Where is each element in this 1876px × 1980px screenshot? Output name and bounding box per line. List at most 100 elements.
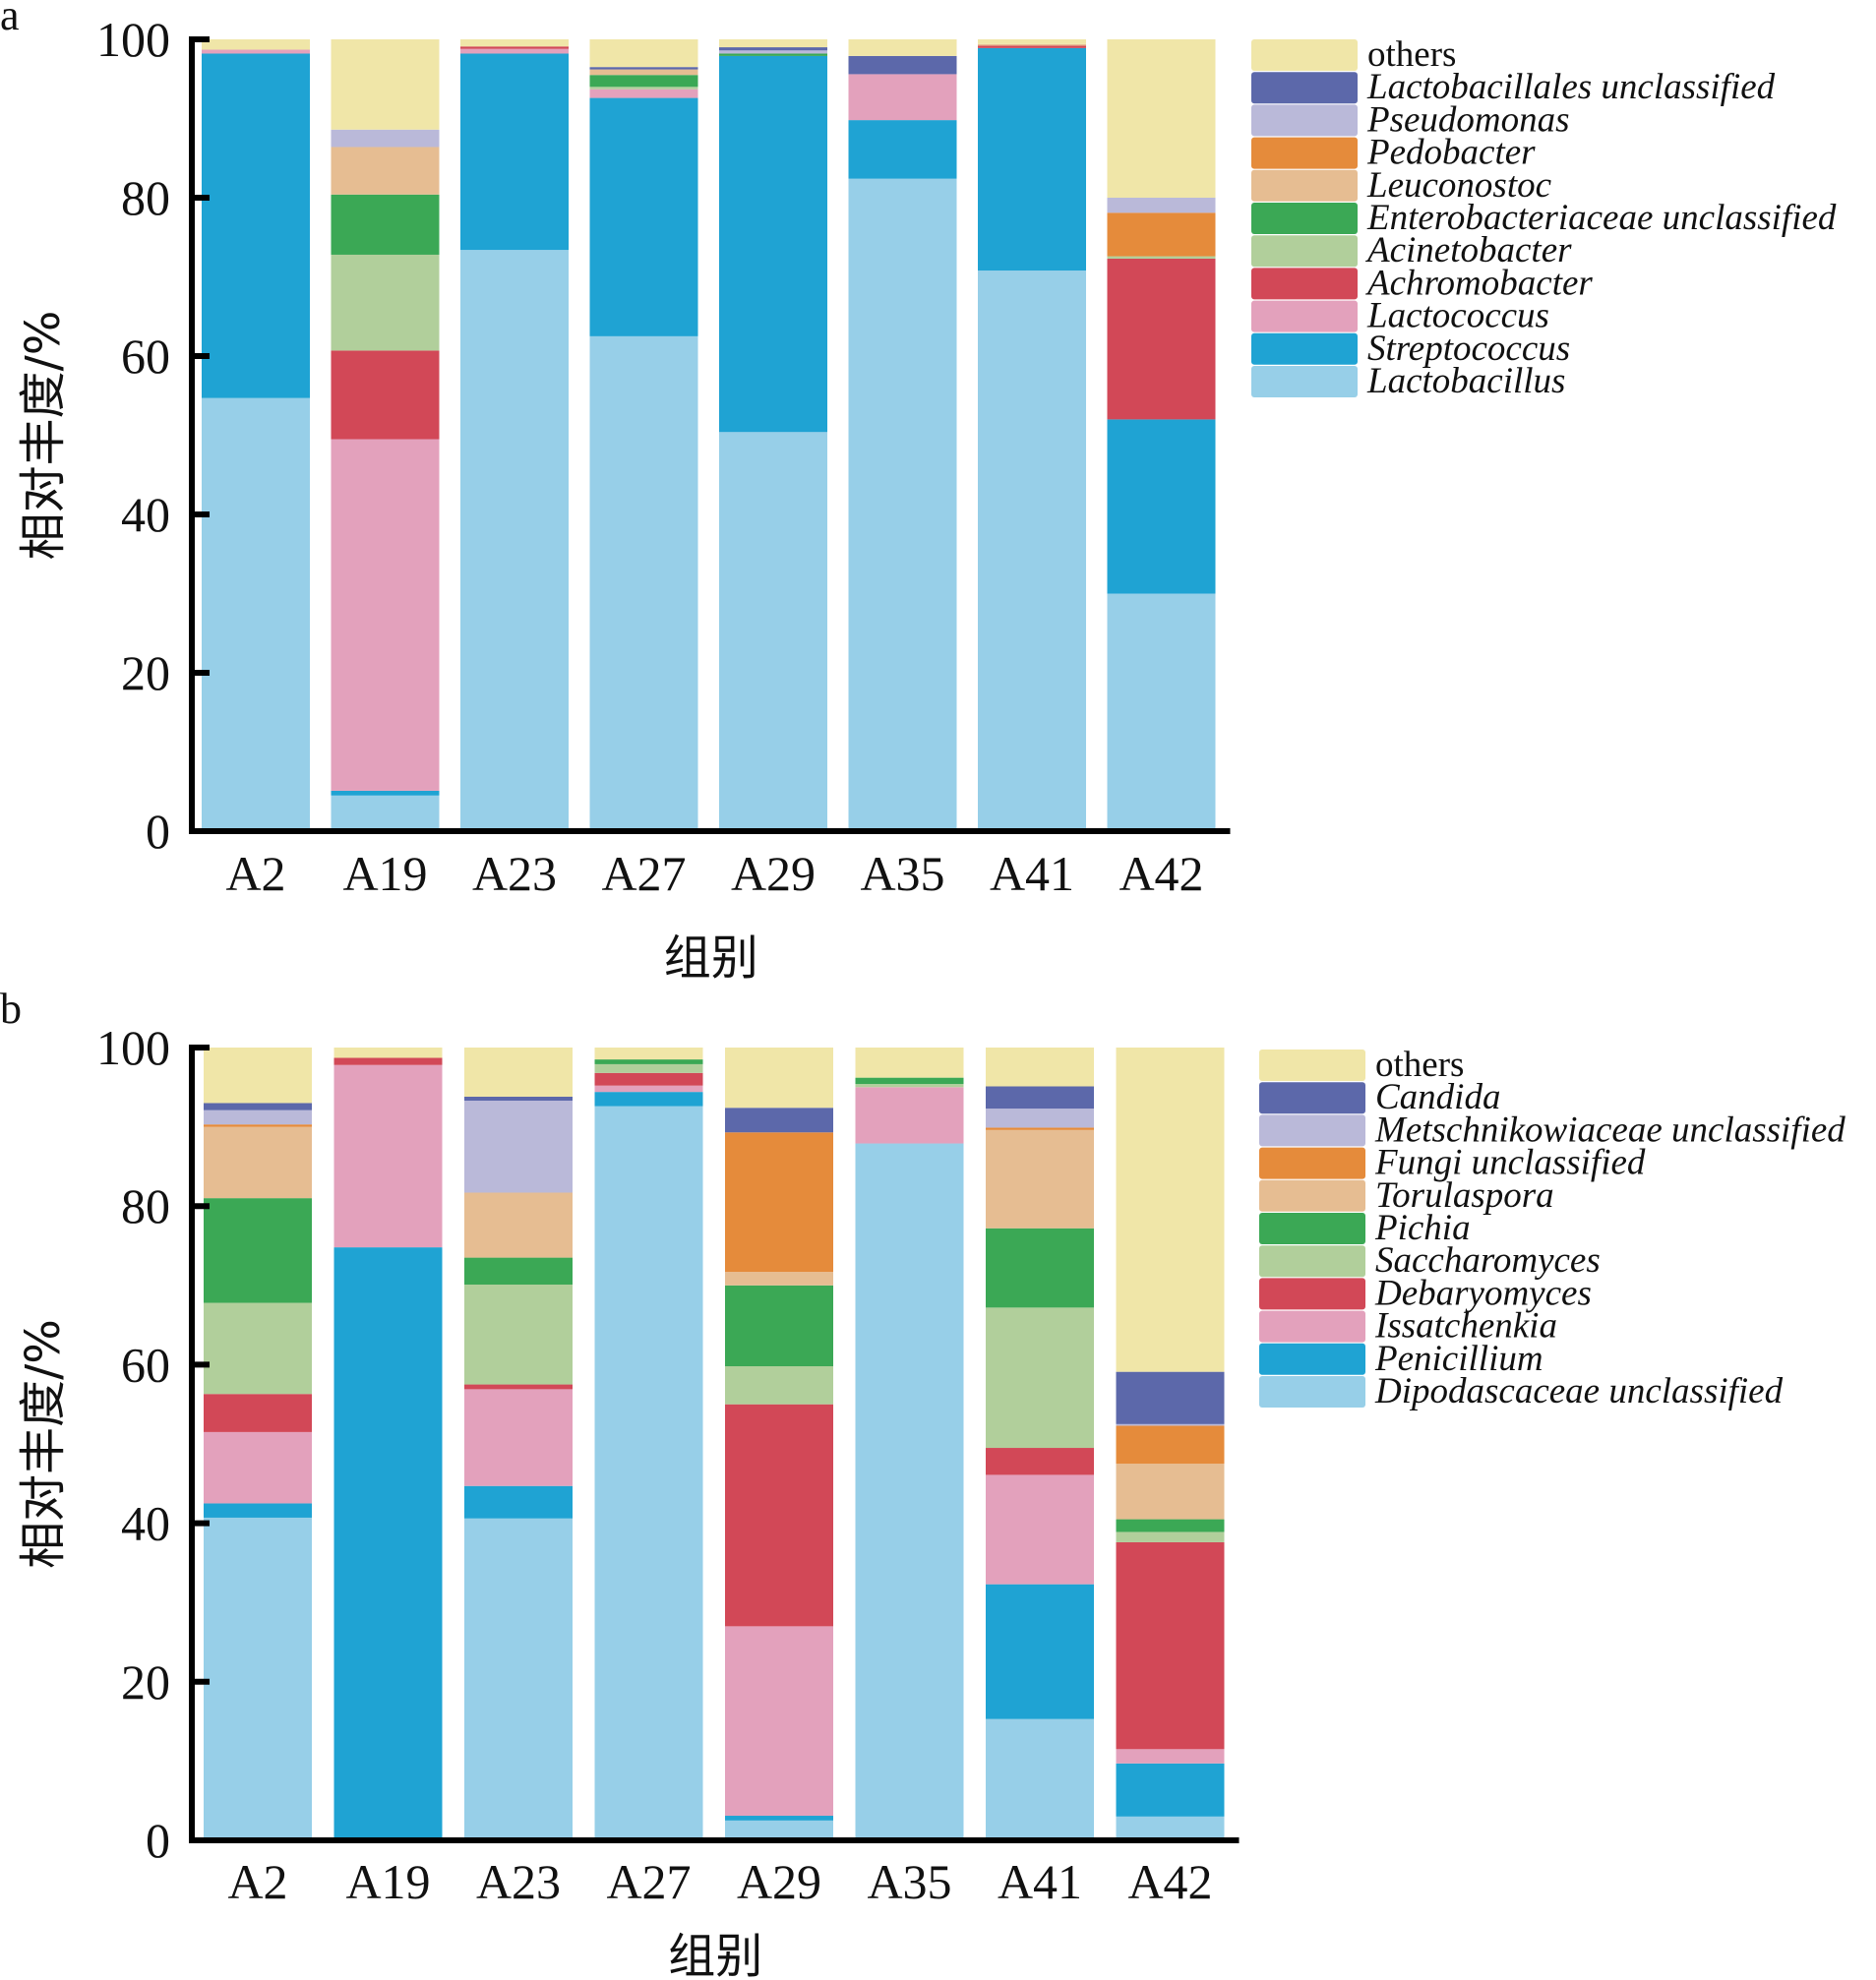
- bar-segment-A27-lactobacillales-unclassified: [589, 67, 698, 70]
- legend-label: Dipodascaceae unclassified: [1374, 1371, 1784, 1411]
- y-tick-label: 0: [146, 804, 170, 859]
- bar-segment-A27-lactobacillus: [589, 335, 698, 831]
- bar-segment-A27-others: [594, 1048, 703, 1060]
- bar-segment-A42-fungi-unclassified: [1116, 1425, 1225, 1465]
- bar-segment-A29-enterobacteriaceae-unclassified: [719, 53, 827, 56]
- legend-label: Lactococcus: [1366, 296, 1549, 336]
- bar-segment-A19-acinetobacter: [331, 254, 440, 351]
- bar-segment-A23-lactococcus: [460, 48, 569, 54]
- legend-swatch: [1259, 1114, 1365, 1147]
- bar-segment-A41-fungi-unclassified: [986, 1127, 1094, 1130]
- x-tick-label: A29: [737, 1854, 821, 1909]
- bar-segment-A19-streptococcus: [331, 790, 440, 796]
- legend-item: Pseudomonas: [1251, 99, 1570, 140]
- bar-segment-A23-saccharomyces: [464, 1284, 573, 1385]
- legend-item: Debaryomyces: [1259, 1273, 1592, 1313]
- x-tick-label: A41: [990, 846, 1074, 901]
- bar-segment-A23-achromobacter: [460, 46, 569, 49]
- legend-label: others: [1367, 34, 1456, 75]
- bar-segment-A19-others: [331, 39, 440, 130]
- bar-segment-A29-fungi-unclassified: [725, 1132, 833, 1273]
- bar-A19: [333, 1048, 443, 1840]
- bar-segment-A23-pichia: [464, 1257, 573, 1285]
- bar-segment-A2-streptococcus: [202, 53, 310, 398]
- x-tick-label: A19: [342, 846, 427, 901]
- legend-swatch: [1259, 1376, 1365, 1408]
- legend-label: Leuconostoc: [1366, 165, 1552, 206]
- bar-segment-A2-issatchenkia: [204, 1431, 312, 1504]
- bar-segment-A19-leuconostoc: [331, 147, 440, 195]
- bar-segment-A41-dipodascaceae-unclassified: [986, 1718, 1094, 1840]
- bar-segment-A19-enterobacteriaceae-unclassified: [331, 194, 440, 255]
- bar-segment-A27-enterobacteriaceae-unclassified: [589, 75, 698, 88]
- bar-segment-A23-dipodascaceae-unclassified: [464, 1518, 573, 1840]
- bar-segment-A35-pichia: [855, 1077, 964, 1085]
- x-tick-label: A27: [606, 1854, 691, 1909]
- bar-segment-A35-others: [848, 39, 957, 56]
- bar-segment-A41-debaryomyces: [986, 1448, 1094, 1475]
- y-tick-label: 40: [121, 487, 170, 542]
- legend-label: Pseudomonas: [1366, 99, 1570, 140]
- bar-segment-A29-pseudomonas: [719, 50, 827, 54]
- x-axis-title: 组别: [668, 1929, 762, 1980]
- bar-A41: [978, 39, 1086, 831]
- legend-item: Streptococcus: [1251, 329, 1570, 369]
- legend-swatch: [1259, 1343, 1365, 1375]
- bar-segment-A41-achromobacter: [978, 45, 1086, 48]
- bar-A35: [855, 1048, 964, 1840]
- legend-label: Penicillium: [1374, 1339, 1543, 1379]
- bar-segment-A19-penicillium: [333, 1247, 443, 1840]
- legend-label: Metschnikowiaceae unclassified: [1374, 1110, 1846, 1150]
- legend-swatch: [1259, 1245, 1365, 1278]
- legend-swatch: [1251, 332, 1358, 365]
- bar-segment-A35-issatchenkia: [855, 1087, 964, 1144]
- legend-swatch: [1259, 1050, 1365, 1081]
- x-tick-label: A23: [472, 846, 557, 901]
- y-tick-label: 20: [121, 1654, 170, 1710]
- legend-label: Pedobacter: [1366, 133, 1536, 173]
- legend-label: others: [1375, 1045, 1464, 1085]
- x-tick-label: A42: [1119, 846, 1203, 901]
- bar-segment-A27-issatchenkia: [594, 1085, 703, 1093]
- panel-b: b A2 A19 A23 A27 A29 A35 A41 A42 0 20 40 60 80 100 组别 相对…: [0, 985, 1846, 1980]
- legend-item: Enterobacteriaceae unclassified: [1251, 198, 1837, 238]
- bar-segment-A29-others: [719, 39, 827, 48]
- bar-segment-A29-issatchenkia: [725, 1626, 833, 1817]
- bar-A27: [589, 39, 698, 831]
- bar-segment-A35-others: [855, 1048, 964, 1078]
- legend-item: Acinetobacter: [1251, 230, 1572, 270]
- bar-segment-A29-debaryomyces: [725, 1404, 833, 1627]
- legend-item: Candida: [1259, 1077, 1500, 1117]
- bar-segment-A35-saccharomyces: [855, 1084, 964, 1088]
- legend-swatch: [1259, 1179, 1365, 1212]
- bar-segment-A29-candida: [725, 1108, 833, 1133]
- bars: [204, 1048, 1225, 1840]
- legend-item: Penicillium: [1259, 1339, 1543, 1379]
- bar-segment-A41-others: [986, 1048, 1094, 1087]
- legend-item: Torulaspora: [1259, 1175, 1554, 1216]
- bar-segment-A19-pseudomonas: [331, 129, 440, 148]
- legend-item: Lactobacillus: [1251, 361, 1565, 401]
- legend-item: others: [1251, 34, 1456, 75]
- panel-label: a: [0, 0, 20, 39]
- bar-segment-A23-metschnikowiaceae-unclassified: [464, 1101, 573, 1193]
- y-tick-label: 60: [121, 1337, 170, 1392]
- bar-segment-A23-issatchenkia: [464, 1389, 573, 1486]
- bar-segment-A2-candida: [204, 1103, 312, 1110]
- legend-label: Fungi unclassified: [1374, 1143, 1646, 1183]
- y-tick-label: 0: [146, 1813, 170, 1868]
- bar-segment-A42-metschnikowiaceae-unclassified: [1116, 1423, 1225, 1426]
- bar-A35: [848, 39, 957, 831]
- bar-segment-A2-metschnikowiaceae-unclassified: [204, 1110, 312, 1125]
- legend-swatch: [1259, 1213, 1365, 1244]
- bar-segment-A42-debaryomyces: [1116, 1541, 1225, 1750]
- bar-segment-A23-penicillium: [464, 1485, 573, 1519]
- bar-segment-A19-lactococcus: [331, 439, 440, 791]
- x-axis-title: 组别: [664, 930, 758, 986]
- bar-segment-A27-streptococcus: [589, 97, 698, 336]
- legend-item: Fungi unclassified: [1259, 1143, 1646, 1183]
- bar-segment-A42-achromobacter: [1107, 258, 1216, 420]
- bar-segment-A29-lactobacillus: [719, 432, 827, 831]
